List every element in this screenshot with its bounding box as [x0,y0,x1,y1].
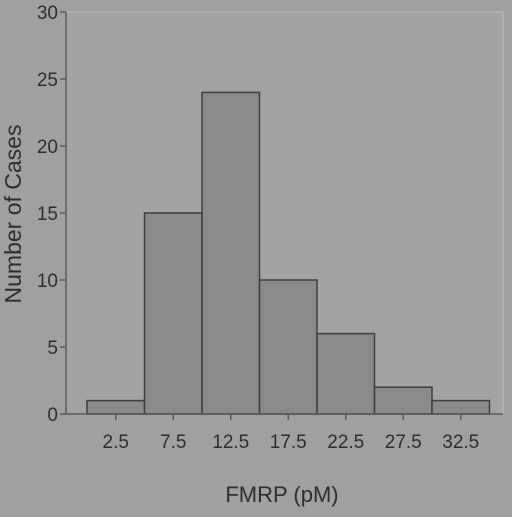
y-tick-label: 20 [37,137,58,158]
y-tick-label: 25 [37,70,58,91]
x-tick-label: 17.5 [270,432,307,453]
bars-group [86,91,491,415]
bar-27.5 [373,386,433,415]
bar-32.5 [431,399,491,415]
y-tick-label: 5 [47,338,58,359]
bar-17.5 [258,279,318,415]
y-tick-label: 30 [37,3,58,24]
x-tick-label: 2.5 [103,432,129,453]
y-axis-label: Number of Cases [0,125,26,304]
y-axis-ticks: 0 5 10 15 20 25 30 [37,3,66,426]
bar-22.5 [316,332,376,415]
y-tick-label: 15 [37,204,58,225]
bar-12.5 [201,91,261,415]
x-axis-label: FMRP (pM) [225,482,338,507]
x-tick-label: 12.5 [212,432,249,453]
x-tick-label: 32.5 [442,432,479,453]
x-axis-ticks: 2.5 7.5 12.5 17.5 22.5 27.5 32.5 [103,414,479,453]
x-tick-label: 27.5 [385,432,422,453]
bar-7.5 [143,212,203,415]
bar-2.5 [86,399,146,415]
x-tick-label: 7.5 [160,432,186,453]
y-tick-label: 10 [37,271,58,292]
y-tick-label: 0 [47,405,58,426]
x-tick-label: 22.5 [327,432,364,453]
